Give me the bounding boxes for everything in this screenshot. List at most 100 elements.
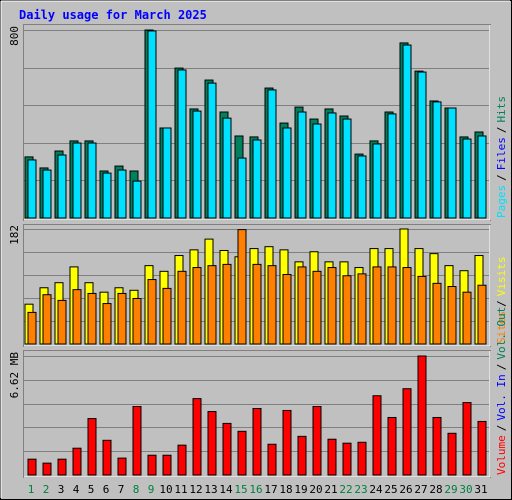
legend-separator: /	[495, 174, 508, 181]
x-tick-label: 19	[294, 483, 307, 496]
bar	[252, 263, 262, 345]
x-tick-label: 8	[133, 483, 140, 496]
x-tick-label: 5	[88, 483, 95, 496]
bar	[357, 273, 367, 345]
x-tick-label: 7	[118, 483, 125, 496]
x-tick-label: 9	[148, 483, 155, 496]
bar	[117, 169, 127, 219]
bar	[72, 142, 82, 219]
bar	[177, 69, 187, 219]
bar	[132, 406, 142, 476]
x-tick-label: 12	[189, 483, 202, 496]
x-tick-label: 24	[369, 483, 383, 496]
bar	[477, 420, 487, 476]
bar	[432, 282, 442, 345]
bar	[417, 275, 427, 345]
bar	[87, 142, 97, 219]
x-tick-label: 29	[444, 483, 457, 496]
legend-item: Hits	[495, 96, 508, 123]
bar	[267, 265, 277, 345]
bar	[432, 416, 442, 476]
bar	[342, 275, 352, 345]
bar	[342, 442, 352, 476]
bar	[282, 409, 292, 476]
bar	[237, 430, 247, 476]
bar	[27, 311, 37, 345]
bar	[372, 266, 382, 345]
bar	[57, 154, 67, 219]
bar	[462, 138, 472, 219]
x-tick-label: 13	[204, 483, 217, 496]
bar	[327, 267, 337, 345]
bar	[417, 355, 427, 476]
x-tick-label: 11	[174, 483, 187, 496]
bar	[357, 155, 367, 219]
bar	[387, 416, 397, 476]
bar	[447, 286, 457, 345]
bar	[117, 457, 127, 476]
bar	[57, 458, 67, 476]
bar	[42, 462, 52, 476]
bar	[162, 287, 172, 345]
bar	[147, 30, 157, 219]
x-tick-label: 4	[73, 483, 80, 496]
bar	[342, 118, 352, 219]
bar	[387, 266, 397, 345]
bar	[72, 289, 82, 345]
legend-item: Visits	[495, 257, 508, 297]
bar	[417, 71, 427, 219]
x-tick-label: 1	[28, 483, 35, 496]
legend-separator: /	[495, 300, 508, 307]
bar	[57, 299, 67, 345]
bar	[372, 143, 382, 219]
bar	[222, 422, 232, 476]
bar	[147, 279, 157, 345]
x-tick-label: 20	[309, 483, 322, 496]
bar	[357, 441, 367, 476]
bar	[252, 407, 262, 476]
legend-item: Sites	[495, 311, 508, 344]
bar	[327, 112, 337, 219]
bar	[207, 265, 217, 345]
legend-item: Pages	[495, 185, 508, 218]
bar	[282, 273, 292, 345]
bar	[297, 435, 307, 476]
bar	[87, 292, 97, 345]
bar	[72, 447, 82, 476]
legend-item: Vol. Out	[495, 307, 508, 360]
x-tick-label: 6	[103, 483, 110, 496]
bar	[117, 292, 127, 345]
bar	[462, 402, 472, 476]
bar	[267, 89, 277, 219]
legend: Sites / Visits	[495, 257, 508, 345]
x-tick-label: 15	[234, 483, 247, 496]
bar	[192, 398, 202, 476]
bar	[27, 159, 37, 219]
x-tick-label: 27	[414, 483, 427, 496]
x-tick-label: 25	[384, 483, 397, 496]
bar	[402, 44, 412, 219]
bar	[102, 439, 112, 476]
x-tick-label: 21	[324, 483, 337, 496]
y-tick-label: 6.62 MB	[8, 352, 21, 399]
bar	[252, 139, 262, 219]
bar	[267, 443, 277, 476]
bar	[312, 123, 322, 219]
bar	[432, 101, 442, 219]
bar	[462, 291, 472, 345]
bar	[222, 117, 232, 219]
bar	[207, 411, 217, 476]
bar	[207, 82, 217, 219]
bar	[192, 267, 202, 345]
x-tick-label: 10	[159, 483, 172, 496]
x-tick-label: 30	[459, 483, 472, 496]
bar	[282, 127, 292, 219]
bar	[102, 303, 112, 345]
bar	[222, 263, 232, 345]
legend-separator: /	[495, 127, 508, 134]
bar	[87, 418, 97, 476]
bar	[312, 270, 322, 345]
bar	[477, 135, 487, 219]
bar	[477, 284, 487, 345]
